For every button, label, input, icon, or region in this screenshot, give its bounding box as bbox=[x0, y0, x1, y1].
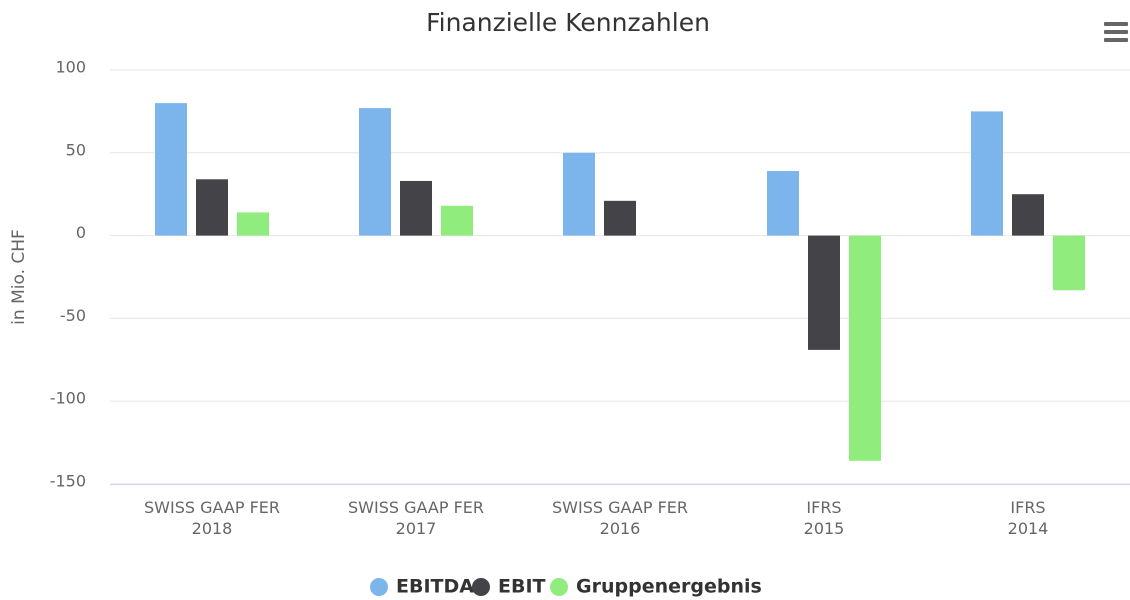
x-tick-label-line: SWISS GAAP FER bbox=[552, 498, 688, 517]
x-tick-label: SWISS GAAP FER 2016 bbox=[552, 498, 688, 538]
legend-label[interactable]: Gruppenergebnis bbox=[576, 576, 762, 598]
bar bbox=[441, 205, 473, 236]
legend-label[interactable]: EBIT bbox=[498, 576, 546, 598]
bar bbox=[359, 108, 391, 236]
x-tick-label-line: IFRS bbox=[806, 498, 841, 517]
x-tick-label-line: IFRS bbox=[1010, 498, 1045, 517]
y-tick-label: -150 bbox=[50, 472, 86, 491]
menu-bar[interactable] bbox=[1104, 22, 1128, 26]
y-tick-label: -50 bbox=[60, 306, 86, 325]
x-tick-label-line: 2016 bbox=[600, 519, 641, 538]
legend-item[interactable]: EBITDA bbox=[370, 576, 474, 598]
chart-title: Finanzielle Kennzahlen bbox=[426, 8, 710, 37]
y-tick-label: -100 bbox=[50, 389, 86, 408]
y-tick-label: 50 bbox=[66, 140, 86, 159]
x-tick-label: IFRS 2015 bbox=[804, 498, 845, 538]
y-tick-label: 100 bbox=[55, 58, 86, 77]
legend-marker[interactable] bbox=[550, 578, 568, 596]
legend-item[interactable]: Gruppenergebnis bbox=[550, 576, 762, 598]
bar bbox=[849, 235, 881, 461]
bar bbox=[196, 179, 228, 236]
x-tick-label-line: SWISS GAAP FER bbox=[144, 498, 280, 517]
legend-marker[interactable] bbox=[370, 578, 388, 596]
bar bbox=[155, 103, 187, 236]
x-tick-label-line: 2017 bbox=[396, 519, 437, 538]
bar bbox=[767, 171, 799, 236]
x-tick-label: SWISS GAAP FER 2017 bbox=[348, 498, 484, 538]
legend-marker[interactable] bbox=[472, 578, 490, 596]
bar bbox=[971, 111, 1003, 236]
menu-bar[interactable] bbox=[1104, 30, 1128, 34]
menu-bar[interactable] bbox=[1104, 38, 1128, 42]
bar bbox=[400, 180, 432, 236]
bar bbox=[604, 200, 636, 236]
legend-label[interactable]: EBITDA bbox=[396, 576, 474, 598]
bar bbox=[237, 212, 269, 236]
bar bbox=[1053, 235, 1085, 291]
bar bbox=[1012, 194, 1044, 236]
legend-item[interactable]: EBIT bbox=[472, 576, 546, 598]
y-axis-label: in Mio. CHF bbox=[9, 229, 29, 325]
x-tick-label: SWISS GAAP FER 2018 bbox=[144, 498, 280, 538]
menu-button[interactable] bbox=[1104, 22, 1128, 42]
x-tick-label-line: 2018 bbox=[192, 519, 233, 538]
bar bbox=[808, 235, 840, 350]
bar bbox=[563, 152, 595, 236]
y-tick-label: 0 bbox=[76, 223, 86, 242]
x-tick-label: IFRS 2014 bbox=[1008, 498, 1049, 538]
x-tick-label-line: SWISS GAAP FER bbox=[348, 498, 484, 517]
x-tick-label-line: 2015 bbox=[804, 519, 845, 538]
x-tick-label-line: 2014 bbox=[1008, 519, 1049, 538]
